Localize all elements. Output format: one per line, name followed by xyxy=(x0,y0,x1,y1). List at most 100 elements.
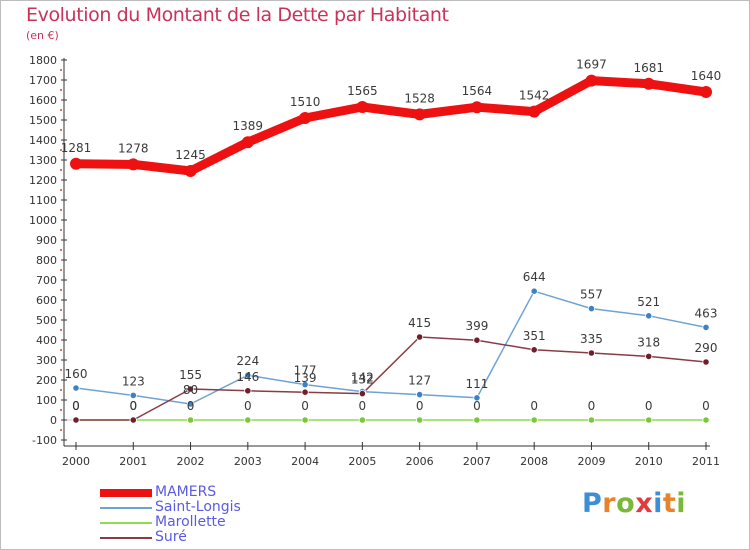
logo-letter: o xyxy=(616,488,636,519)
x-tick-label: 2008 xyxy=(520,455,548,468)
point-series-2 xyxy=(186,416,195,424)
logo-letter: i xyxy=(653,488,663,519)
legend-item-mamers: MAMERS xyxy=(100,484,340,501)
y-tick-label: 700 xyxy=(36,274,57,287)
point-mamers xyxy=(413,108,426,121)
y-tick-label: 1700 xyxy=(29,74,57,87)
point-mamers xyxy=(127,158,140,171)
legend-label-marollette: Marollette xyxy=(155,514,226,530)
point-series-2 xyxy=(301,416,309,424)
data-label: 80 xyxy=(183,383,198,397)
data-label: 127 xyxy=(408,374,431,388)
point-series-1 xyxy=(72,384,80,392)
data-label: 1681 xyxy=(633,61,664,75)
legend-swatch-saint-longis xyxy=(100,507,152,509)
x-tick-label: 2009 xyxy=(577,455,605,468)
point-series-1 xyxy=(645,312,653,320)
data-label: 1697 xyxy=(576,58,607,72)
y-tick-label: 0 xyxy=(50,414,57,427)
data-label: 1640 xyxy=(691,69,722,83)
point-series-3 xyxy=(244,387,252,395)
data-label: 146 xyxy=(236,370,259,384)
point-series-2 xyxy=(473,416,481,424)
point-series-1 xyxy=(129,391,137,399)
point-series-1 xyxy=(244,371,252,379)
y-minor-tick xyxy=(60,369,62,371)
y-minor-tick xyxy=(60,149,62,151)
logo-letter: i xyxy=(676,488,687,519)
y-tick-label: 1600 xyxy=(29,94,57,107)
y-minor-tick xyxy=(60,189,62,191)
data-label: 177 xyxy=(294,364,317,378)
x-tick-label: 2001 xyxy=(119,455,147,468)
point-series-1 xyxy=(186,400,195,408)
y-minor-tick xyxy=(60,269,62,271)
data-label: 0 xyxy=(416,399,424,413)
x-tick-label: 2002 xyxy=(177,455,205,468)
legend-label-mamers: MAMERS xyxy=(155,484,217,500)
data-label: 521 xyxy=(637,295,660,309)
x-tick-label: 2007 xyxy=(463,455,491,468)
x-tick-label: 2004 xyxy=(291,455,319,468)
data-label: 318 xyxy=(637,335,660,349)
y-tick-label: 1300 xyxy=(29,154,57,167)
x-tick-label: 2010 xyxy=(635,455,663,468)
point-series-1 xyxy=(301,380,309,389)
point-series-3 xyxy=(72,416,80,424)
point-series-1 xyxy=(530,287,538,295)
point-series-3 xyxy=(587,349,596,357)
y-minor-tick xyxy=(60,249,62,251)
y-minor-tick xyxy=(60,429,62,431)
point-mamers xyxy=(700,86,712,98)
point-mamers xyxy=(528,105,541,118)
y-minor-tick xyxy=(60,69,62,71)
legend-item-marollette: Marollette xyxy=(100,514,340,531)
x-tick-label: 2005 xyxy=(348,455,376,468)
y-tick-label: 300 xyxy=(36,354,57,367)
series-line-3 xyxy=(75,336,707,421)
legend-swatch-marollette xyxy=(100,522,152,524)
point-series-3 xyxy=(129,416,137,424)
y-tick-label: 1800 xyxy=(29,54,57,67)
logo-letter: x xyxy=(635,488,654,519)
data-label: 1565 xyxy=(347,84,378,98)
unit-label: (en €) xyxy=(26,29,59,42)
point-series-2 xyxy=(702,416,710,424)
point-mamers xyxy=(299,112,312,124)
data-label: 224 xyxy=(236,354,259,368)
data-label: 0 xyxy=(129,399,137,413)
y-tick-label: 200 xyxy=(36,374,57,387)
data-label: 123 xyxy=(122,374,145,388)
y-tick-label: 500 xyxy=(36,314,57,327)
point-series-3 xyxy=(186,385,195,393)
data-label: 139 xyxy=(294,371,317,385)
data-label: 644 xyxy=(523,270,546,284)
data-label: 0 xyxy=(244,399,252,413)
data-label: 160 xyxy=(65,367,88,381)
y-minor-tick xyxy=(60,89,62,91)
point-mamers xyxy=(585,74,598,87)
x-tick-label: 2006 xyxy=(406,455,434,468)
y-minor-tick xyxy=(60,309,62,311)
y-minor-tick xyxy=(60,129,62,131)
y-tick-label: 400 xyxy=(36,334,57,347)
data-label: 0 xyxy=(530,399,538,413)
point-series-3 xyxy=(416,333,424,341)
point-series-2 xyxy=(244,416,252,424)
data-label: 463 xyxy=(695,306,718,320)
data-label: 0 xyxy=(187,399,195,413)
data-label: 155 xyxy=(179,368,202,382)
data-label: 1542 xyxy=(519,89,550,103)
data-label: 1245 xyxy=(175,148,206,162)
point-series-3 xyxy=(530,346,538,354)
data-label: 351 xyxy=(523,329,546,343)
data-label: 111 xyxy=(465,377,488,391)
y-tick-label: 1500 xyxy=(29,114,57,127)
y-tick-label: 1200 xyxy=(29,174,57,187)
logo-letter: t xyxy=(662,488,677,519)
data-label: 557 xyxy=(580,288,603,302)
point-series-1 xyxy=(416,390,424,399)
data-label: 0 xyxy=(473,399,481,413)
point-series-1 xyxy=(587,304,596,313)
